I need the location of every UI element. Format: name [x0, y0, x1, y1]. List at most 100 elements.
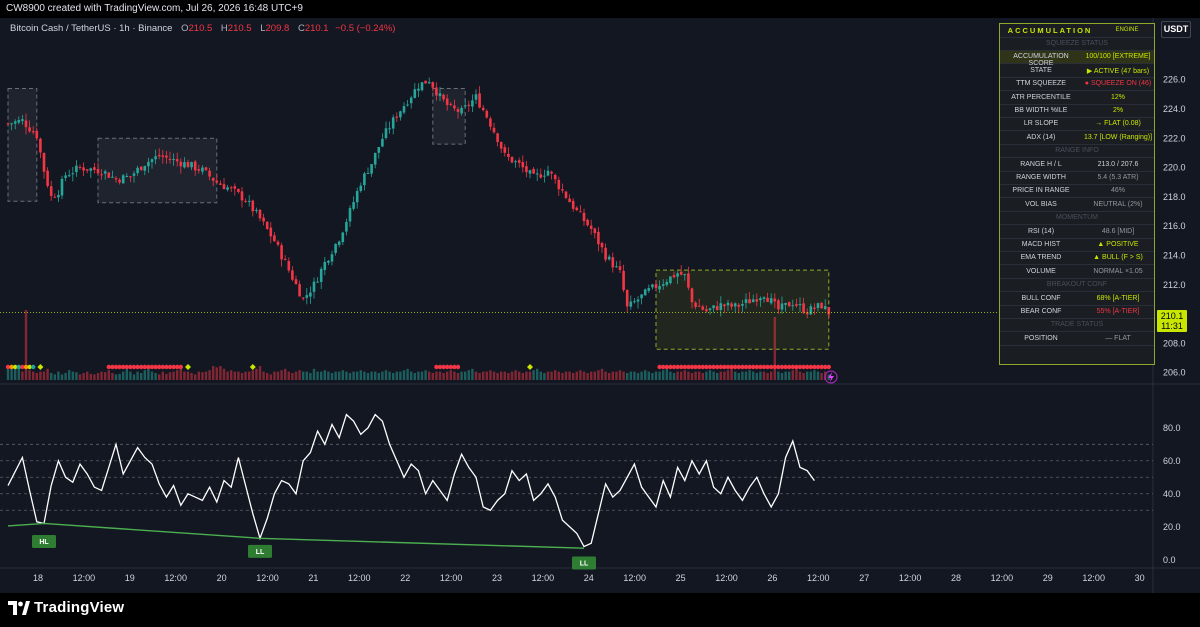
volume-bar [53, 374, 56, 380]
candle-body [82, 167, 85, 171]
volume-bar [215, 367, 218, 380]
volume-bar [42, 371, 46, 380]
panel-row-label: EMA TREND [1020, 254, 1062, 262]
candle-body [280, 245, 283, 260]
volume-bar [780, 373, 784, 380]
volume-bar [122, 371, 125, 380]
volume-bar [554, 370, 557, 380]
volume-bar [366, 373, 370, 380]
candle-body [157, 154, 161, 157]
volume-bar [248, 371, 251, 380]
candle-body [204, 167, 208, 170]
volume-bar [78, 374, 82, 380]
candle-body [402, 106, 406, 113]
symbol-name[interactable]: Bitcoin Cash / TetherUS · 1h · Binance [10, 23, 173, 34]
squeeze-dot [776, 364, 781, 370]
volume-bar [410, 371, 413, 380]
lightning-icon [828, 372, 834, 382]
volume-bar [165, 373, 168, 380]
candle-body [406, 104, 409, 106]
candle-body [262, 217, 265, 222]
volume-bar [158, 374, 161, 380]
candle-body [57, 194, 60, 198]
candle-body [489, 118, 492, 127]
volume-bar [348, 373, 352, 380]
volume-bar [154, 373, 157, 380]
candle-body [129, 176, 132, 178]
volume-bar [608, 373, 611, 380]
volume-bar [309, 373, 312, 380]
candle-body [424, 80, 427, 84]
candle-body [49, 186, 53, 196]
volume-bar [374, 371, 377, 380]
panel-row-value: ▶ ACTIVE (47 bars) [1086, 67, 1150, 75]
panel-row-label: STATE [1030, 66, 1052, 74]
squeeze-dot [689, 364, 695, 370]
panel-row: RANGE H / L 213.0 / 207.6 [1000, 159, 1154, 172]
candle-body [237, 188, 240, 193]
squeeze-dot [787, 364, 792, 370]
candle-body [193, 161, 197, 171]
candle-body [600, 242, 604, 248]
squeeze-dot [722, 364, 727, 370]
squeeze-dot [437, 364, 443, 370]
candle-body [820, 302, 823, 309]
volume-bar [626, 373, 629, 380]
volume-bar [75, 372, 78, 380]
swing-label-box [248, 544, 272, 558]
candle-body [370, 164, 373, 174]
volume-bar [406, 368, 409, 380]
candle-body [733, 303, 737, 307]
volume-bar [24, 310, 28, 380]
panel-row: BULL CONF 68% [A-TIER] [1000, 293, 1154, 306]
squeeze-dot [715, 364, 720, 370]
tradingview-logo[interactable]: TradingView [8, 599, 124, 616]
squeeze-dot [794, 364, 799, 370]
volume-bar [683, 370, 686, 380]
candle-body [323, 261, 327, 271]
candle-body [150, 159, 154, 163]
candle-body [474, 94, 478, 100]
volume-bar [255, 368, 258, 380]
volume-bar [258, 366, 262, 380]
chart-canvas[interactable]: 226.0224.0222.0220.0218.0216.0214.0212.0… [0, 18, 1200, 593]
candle-body [683, 274, 687, 276]
panel-row-label: BB WIDTH %ILE [1014, 107, 1068, 114]
swing-label-box [32, 535, 56, 549]
candle-body [258, 209, 262, 219]
squeeze-dot [135, 364, 140, 370]
time-tick-label: 23 [492, 573, 502, 583]
candle-body [222, 184, 226, 190]
time-tick-label: 12:00 [440, 573, 463, 583]
candle-body [705, 309, 708, 312]
symbol-legend[interactable]: Bitcoin Cash / TetherUS · 1h · Binance O… [10, 23, 395, 34]
volume-bar [791, 370, 794, 380]
volume-bar [226, 371, 229, 380]
candle-body [445, 98, 449, 106]
squeeze-dot [779, 364, 785, 370]
price-tick-label: 224.0 [1163, 104, 1186, 114]
volume-bar [183, 371, 186, 380]
candle-body [35, 130, 39, 139]
candle-body [132, 173, 136, 176]
squeeze-dot [823, 364, 828, 370]
candle-body [395, 116, 399, 118]
squeeze-dot [13, 364, 18, 370]
candle-body [755, 299, 759, 302]
swing-label: LL [256, 549, 265, 556]
panel-row-value: 68% [A-TIER] [1096, 294, 1140, 302]
volume-bar [381, 371, 384, 380]
price-tick-label: 206.0 [1163, 368, 1186, 378]
candle-body [319, 268, 323, 283]
volume-bar [442, 373, 445, 380]
squeeze-dot [718, 364, 723, 370]
volume-bar [82, 373, 85, 380]
volume-bar [330, 373, 334, 380]
candle-body [111, 176, 114, 178]
candle-body [215, 180, 219, 183]
candle-body [679, 271, 683, 275]
candle-body [327, 260, 330, 263]
currency-button[interactable]: USDT [1161, 21, 1191, 38]
time-tick-label: 12:00 [256, 573, 279, 583]
candle-body [798, 304, 802, 306]
